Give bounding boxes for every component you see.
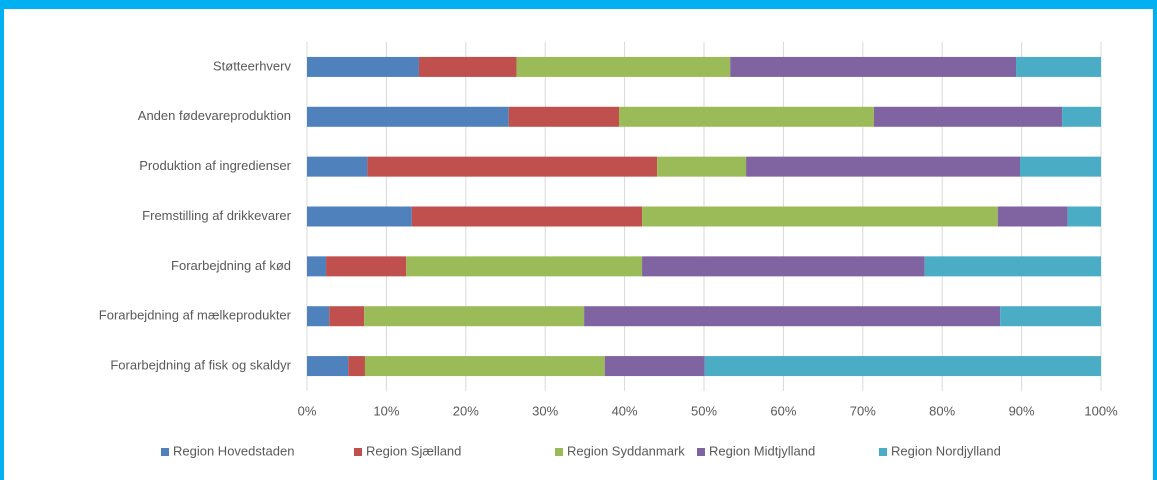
bar-segment (730, 56, 1017, 77)
legend-swatch (555, 448, 563, 456)
bar-segment (657, 156, 747, 177)
bar-segment (1062, 106, 1101, 127)
legend-label: Region Syddanmark (567, 443, 685, 458)
bar-segment (508, 106, 620, 127)
y-tick-label: Forarbejdning af fisk og skaldyr (110, 358, 291, 373)
x-tick-label: 40% (612, 403, 638, 418)
y-tick-label: Fremstilling af drikkevarer (142, 208, 291, 223)
x-tick-label: 50% (691, 403, 717, 418)
bar-segment (418, 56, 517, 77)
bar-segment (406, 256, 643, 277)
bar-segment (1067, 206, 1101, 227)
bar-segment (326, 256, 407, 277)
x-tick-label: 80% (929, 403, 955, 418)
bar-segment (642, 206, 998, 227)
bar-segment (307, 206, 412, 227)
legend-swatch (161, 448, 169, 456)
bar-segment (411, 206, 643, 227)
x-tick-label: 10% (373, 403, 399, 418)
bar-segment (348, 356, 365, 377)
bar-segment (307, 56, 419, 77)
x-tick-label: 20% (453, 403, 479, 418)
bar-segment (873, 106, 1063, 127)
bar-segment (307, 106, 509, 127)
y-tick-label: Forarbejdning af mælkeprodukter (99, 308, 292, 323)
x-tick-label: 60% (770, 403, 796, 418)
legend-label: Region Midtjylland (709, 443, 815, 458)
y-tick-label: Anden fødevareproduktion (138, 108, 291, 123)
bar-segment (584, 306, 1001, 327)
bar-segment (642, 256, 925, 277)
bar-segment (307, 306, 330, 327)
bar-segment (924, 256, 1101, 277)
bar-segment (329, 306, 365, 327)
bar-segment (307, 256, 327, 277)
bar-segment (364, 306, 585, 327)
bar-segment (367, 156, 658, 177)
x-tick-label: 90% (1009, 403, 1035, 418)
chart: 0% 10% 20% 30% 40% 50% 60% 70% 80% 90% 100% Støttee… (99, 42, 1118, 458)
bar-segment (704, 356, 1101, 377)
bar-segment (604, 356, 705, 377)
bar-segment (307, 356, 349, 377)
legend-label: Region Hovedstaden (173, 443, 294, 458)
legend-swatch (697, 448, 705, 456)
x-tick-label: 0% (298, 403, 317, 418)
bar-segment (1016, 56, 1101, 77)
legend-swatch (879, 448, 887, 456)
y-tick-label: Forarbejdning af kød (171, 258, 291, 273)
bar-segment (364, 356, 605, 377)
legend-label: Region Sjælland (366, 443, 461, 458)
bar-segment (746, 156, 1021, 177)
bar-segment (307, 156, 368, 177)
legend-label: Region Nordjylland (891, 443, 1001, 458)
legend-swatch (354, 448, 362, 456)
x-tick-label: 30% (532, 403, 558, 418)
bar-segment (997, 206, 1068, 227)
x-tick-label: 70% (850, 403, 876, 418)
bar-segment (1000, 306, 1101, 327)
bar-segment (1020, 156, 1101, 177)
bar-segment (516, 56, 731, 77)
bar-segment (619, 106, 874, 127)
y-tick-label: Støtteerhverv (213, 58, 292, 73)
x-tick-label: 100% (1084, 403, 1118, 418)
y-tick-label: Produktion af ingredienser (139, 158, 291, 173)
